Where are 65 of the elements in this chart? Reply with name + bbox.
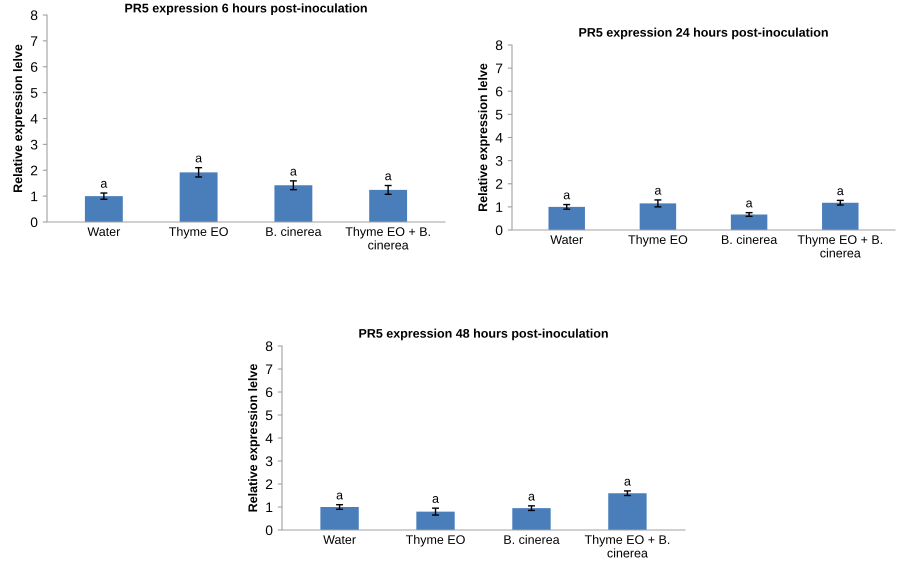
annotation: a [336, 492, 344, 500]
y-tick-label: 6 [266, 387, 272, 398]
y-tick-label: 6 [30, 62, 38, 72]
x-tick-label: Water [87, 227, 120, 236]
x-tick-label: Water [323, 535, 356, 544]
x-tick-label: Thyme EO [628, 234, 688, 247]
y-tick-label: 2 [30, 166, 38, 176]
annotation: a [385, 173, 392, 180]
annotation: a [564, 192, 570, 200]
bar [180, 172, 218, 222]
annotation: a [290, 168, 297, 176]
y-tick-label: 6 [496, 86, 502, 96]
y-tick-label: 2 [266, 479, 272, 490]
y-tick-label: 1 [266, 502, 272, 512]
y-tick-label: 1 [31, 192, 38, 202]
y-tick-label: 0 [30, 217, 38, 228]
chart-title: PR5 expression 6 hours post-inoculation [125, 3, 367, 15]
y-tick-label: 8 [266, 341, 272, 352]
bar [369, 190, 408, 222]
bar [512, 508, 551, 530]
x-tick-label: Thyme EO + B. cinerea [346, 226, 430, 250]
annotation: a [528, 494, 535, 501]
y-axis-title: Relative expression lelve [13, 44, 25, 192]
y-axis-title: Relative expression lelve [478, 64, 490, 212]
x-tick-label: Thyme EO + B. cinerea [798, 234, 882, 258]
y-tick-label: 5 [496, 110, 502, 120]
y-tick-label: 4 [266, 433, 273, 444]
annotation: a [624, 478, 631, 486]
y-tick-label: 5 [30, 88, 38, 98]
y-tick-label: 0 [496, 225, 502, 236]
y-tick-label: 1 [496, 202, 502, 212]
x-tick-label: Thyme EO + B. cinerea [584, 534, 670, 558]
y-tick-label: 0 [266, 525, 272, 536]
y-tick-label: 7 [266, 364, 272, 374]
bar [608, 493, 647, 530]
chart-title: PR5 expression 48 hours post-inoculation [359, 328, 608, 340]
y-tick-label: 5 [266, 410, 272, 420]
x-tick-label: B. cinerea [722, 234, 778, 244]
y-tick-label: 2 [496, 179, 502, 189]
chart-title: PR5 expression 24 hours post-inoculation [579, 28, 828, 40]
annotation: a [100, 180, 108, 188]
y-axis-title: Relative expression lelve [248, 364, 260, 512]
x-tick-label: Thyme EO [169, 226, 228, 239]
y-tick-label: 4 [496, 132, 503, 143]
x-tick-label: B. cinerea [504, 534, 560, 544]
y-tick-label: 8 [30, 10, 38, 20]
annotation: a [432, 496, 439, 503]
bar [84, 196, 123, 222]
y-tick-label: 3 [496, 156, 502, 166]
bar [320, 507, 359, 530]
y-tick-label: 7 [30, 36, 38, 46]
y-tick-label: 3 [30, 140, 38, 150]
x-tick-label: Thyme EO [406, 534, 465, 547]
bar [416, 512, 455, 530]
annotation: a [746, 200, 753, 208]
x-tick-label: B. cinerea [266, 226, 322, 236]
x-tick-label: Water [550, 235, 583, 244]
y-tick-label: 4 [30, 114, 38, 124]
annotation: a [196, 156, 202, 162]
annotation: a [654, 188, 662, 195]
y-tick-label: 3 [266, 456, 272, 466]
y-tick-label: 7 [496, 64, 502, 74]
bar [274, 185, 312, 222]
y-tick-label: 8 [496, 40, 502, 50]
annotation: a [837, 188, 844, 196]
